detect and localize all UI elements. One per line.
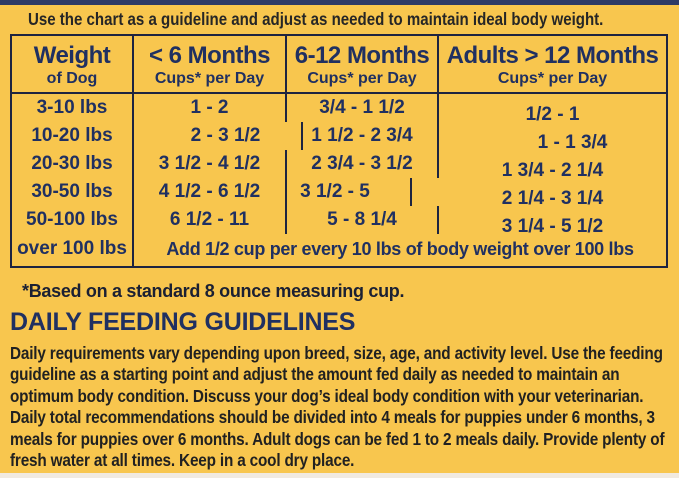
header-subtitle: Cups* per Day (497, 70, 608, 87)
under6-cell: 4 1/2 - 6 1/2 (134, 178, 287, 206)
table-header-adults: Adults > 12 Months Cups* per Day (439, 36, 666, 94)
weight-cell: 3-10 lbs (12, 94, 134, 122)
adults-cell: 2 1/4 - 3 1/4 (501, 188, 604, 209)
under6-cell: 1 - 2 (134, 94, 287, 122)
table-header-weight: Weight of Dog (12, 36, 134, 94)
header-title: Weight (33, 42, 111, 69)
weight-cell: 10-20 lbs (12, 122, 134, 150)
feeding-table: Weight of Dog < 6 Months Cups* per Day 6… (10, 34, 668, 268)
weight-cell-over-100: over 100 lbs (12, 234, 134, 266)
adults-cell: 1/2 - 1 (525, 104, 580, 125)
under6-cell: 3 1/2 - 4 1/2 (134, 150, 287, 178)
weight-cell: 50-100 lbs (12, 206, 134, 234)
header-subtitle: Cups* per Day (154, 70, 265, 87)
under6-cell: 2 - 3 1/2 (150, 122, 303, 150)
header-subtitle: Cups* per Day (307, 70, 417, 87)
adults-cell: 3 1/4 - 5 1/2 (501, 216, 604, 237)
weight-cell: 30-50 lbs (12, 178, 134, 206)
adults-cell: 1 3/4 - 2 1/4 (501, 160, 604, 181)
adults-cell: 1 - 1 3/4 (537, 132, 608, 153)
table-header-6-12-months: 6-12 Months Cups* per Day (287, 36, 439, 94)
intro-text: Use the chart as a guideline and adjust … (28, 9, 604, 29)
6to12-cell: 2 3/4 - 3 1/2 (287, 150, 439, 178)
header-title: 6-12 Months (294, 42, 430, 69)
table-header-under-6-months: < 6 Months Cups* per Day (134, 36, 287, 94)
top-navy-bar (0, 0, 679, 5)
under6-cell: 6 1/2 - 11 (134, 206, 287, 234)
6to12-cell: 3 1/2 - 5 (260, 178, 412, 206)
6to12-cell: 1 1/2 - 2 3/4 (287, 122, 439, 150)
adults-column: 1/2 - 1 1 - 1 3/4 1 3/4 - 2 1/4 2 1/4 - … (439, 94, 666, 237)
measuring-cup-footnote: *Based on a standard 8 ounce measuring c… (22, 281, 405, 301)
header-title: Adults > 12 Months (446, 42, 659, 69)
daily-feeding-guidelines-heading: DAILY FEEDING GUIDELINES (10, 308, 356, 336)
6to12-cell: 5 - 8 1/4 (287, 206, 439, 234)
over-100-note: Add 1/2 cup per every 10 lbs of body wei… (166, 239, 634, 259)
weight-cell: 20-30 lbs (12, 150, 134, 178)
bottom-cream-bar (0, 473, 679, 478)
header-title: < 6 Months (148, 42, 271, 69)
6to12-cell: 3/4 - 1 1/2 (287, 94, 439, 122)
header-subtitle: of Dog (46, 70, 98, 87)
daily-feeding-guidelines-paragraph: Daily requirements vary depending upon b… (10, 343, 665, 471)
